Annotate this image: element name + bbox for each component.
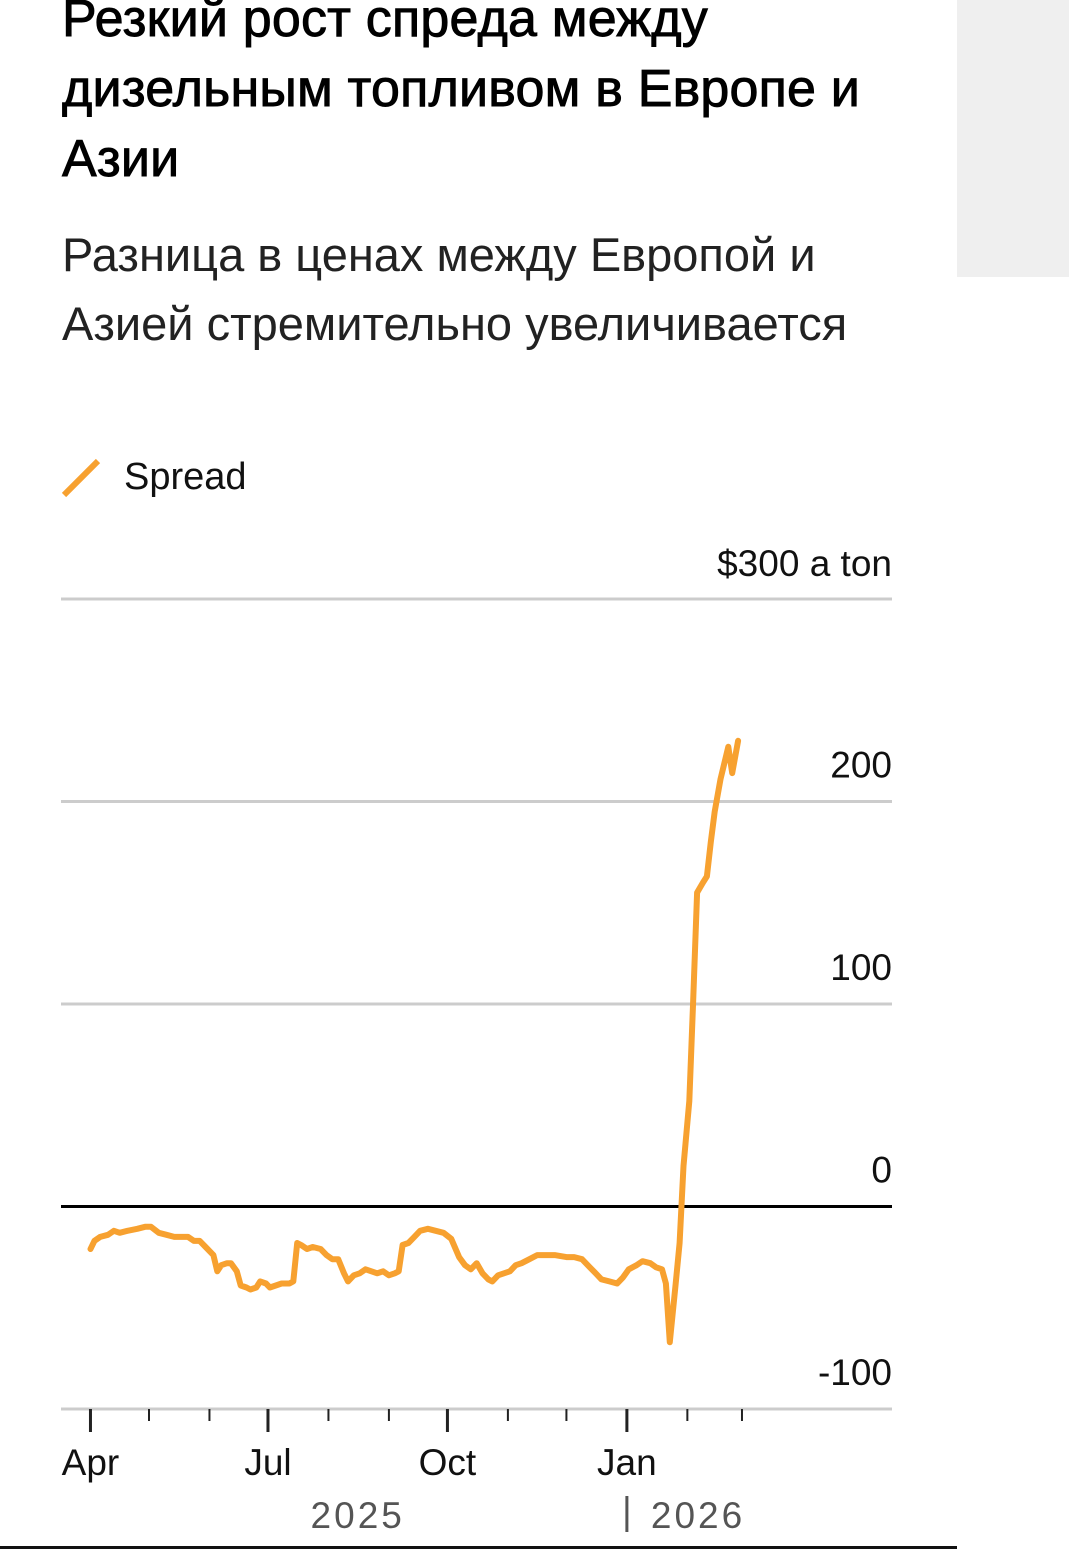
year-label: 2026	[651, 1495, 745, 1536]
y-tick-label: 200	[830, 745, 892, 786]
chart-subtitle: Разница в ценах между Европой и Азией ст…	[62, 228, 848, 350]
x-tick-label: Apr	[62, 1442, 120, 1483]
x-tick-label: Jan	[597, 1442, 657, 1483]
x-tick-label: Jul	[244, 1442, 291, 1483]
side-panel	[957, 0, 1069, 277]
y-tick-label: 100	[830, 947, 892, 988]
bottom-rule	[0, 1546, 957, 1549]
y-tick-label: -100	[818, 1352, 892, 1393]
series-line-spread	[87, 737, 742, 1346]
diagonal-line-swatch-icon	[61, 458, 101, 498]
legend-swatch-line	[61, 458, 101, 498]
legend-label-spread: Spread	[124, 455, 247, 498]
year-label: 2025	[311, 1495, 405, 1536]
y-tick-label: $300 a ton	[717, 543, 892, 584]
y-tick-label: 0	[871, 1150, 892, 1191]
chart-title: Резкий рост спреда между дизельным топли…	[62, 0, 861, 188]
legend: Spread	[60, 452, 247, 502]
x-tick-label: Oct	[419, 1442, 477, 1483]
